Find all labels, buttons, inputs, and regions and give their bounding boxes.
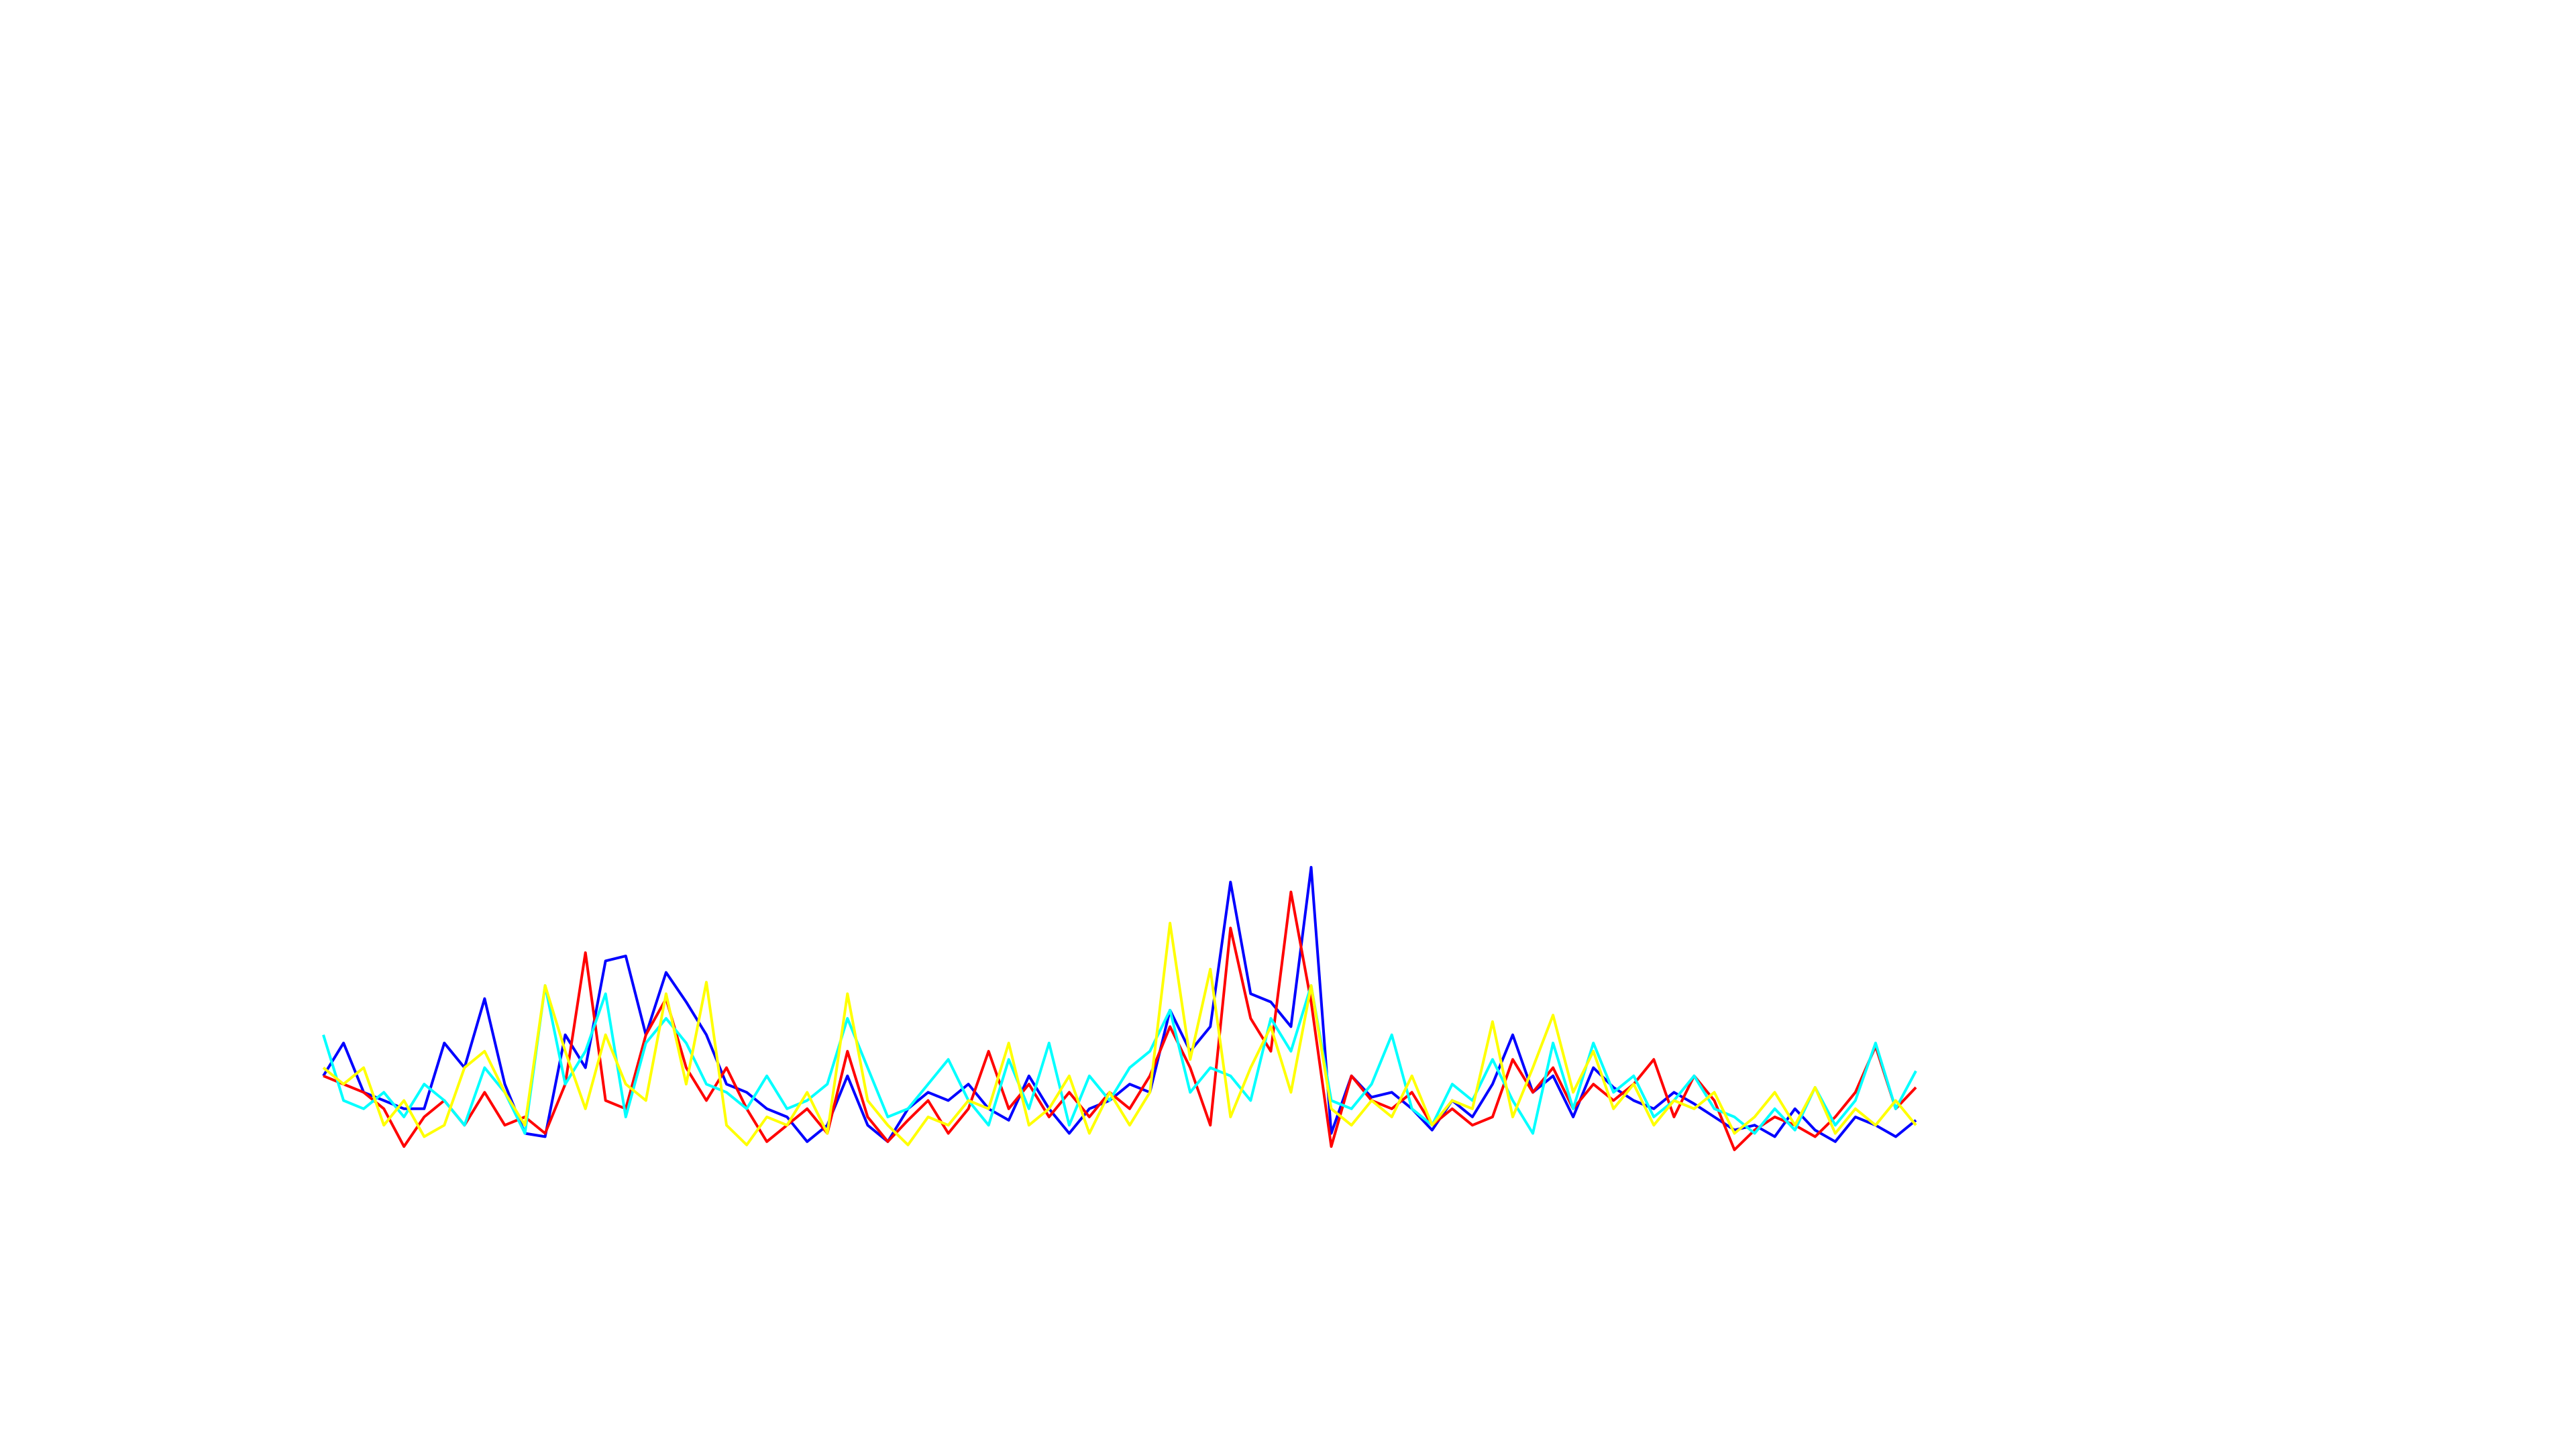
data-line <box>323 890 1917 1151</box>
data-line <box>322 984 1917 1135</box>
data-line <box>322 922 1917 1146</box>
